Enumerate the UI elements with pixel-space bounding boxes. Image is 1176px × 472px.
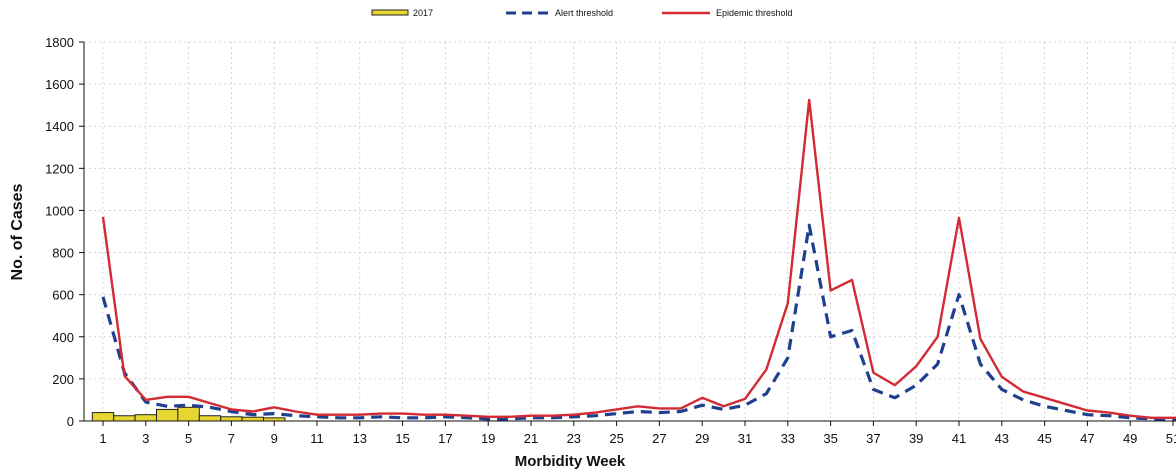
legend-item-2017: 2017 [371,8,433,18]
x-tick-label: 39 [909,431,923,446]
x-tick-label: 1 [99,431,106,446]
x-ticks: 1 3 5 7 9 11 13 15 17 19 21 23 25 27 29 31 33 35 37 39 41 43 4… [99,421,1176,446]
x-tick-label: 31 [738,431,752,446]
x-tick-label: 23 [567,431,581,446]
legend-item-epidemic: Epidemic threshold [662,8,793,18]
threshold-lines [101,98,1176,421]
y-ticks: 0 200 400 600 800 1000 1200 1400 1600 1800 [45,35,84,429]
x-axis-title: Morbidity Week [515,453,626,470]
bar-2017-week-2 [113,415,136,422]
x-tick-label: 9 [271,431,278,446]
x-tick-label: 43 [995,431,1009,446]
y-tick-label: 1400 [45,119,74,134]
x-tick-label: 35 [823,431,837,446]
y-tick-label: 600 [52,288,74,303]
x-tick-label: 41 [952,431,966,446]
x-tick-label: 11 [310,431,324,446]
legend-label-alert: Alert threshold [555,8,613,18]
legend-item-alert: Alert threshold [506,8,613,18]
y-tick-label: 1200 [45,161,74,176]
x-tick-label: 47 [1080,431,1094,446]
x-tick-label: 29 [695,431,709,446]
epidemic-threshold-line [101,98,1176,419]
x-tick-label: 21 [524,431,538,446]
bar-2017-week-4 [156,408,179,422]
legend-swatch-2017 [371,9,409,16]
x-tick-label: 45 [1037,431,1051,446]
x-tick-label: 37 [866,431,880,446]
y-tick-label: 200 [52,372,74,387]
x-tick-label: 7 [228,431,235,446]
bar-2017-week-1 [91,412,115,422]
y-tick-label: 1000 [45,203,74,218]
bar-2017-week-5 [177,406,200,422]
x-tick-label: 27 [652,431,666,446]
y-tick-label: 400 [52,330,74,345]
x-tick-label: 5 [185,431,192,446]
bar-2017-week-6 [198,415,222,422]
legend-label-2017: 2017 [413,8,433,18]
x-tick-label: 3 [142,431,149,446]
bar-2017-week-7 [220,416,243,422]
y-axis-title: No. of Cases [9,183,26,280]
alert-threshold-line [101,223,1176,421]
bar-2017-week-3 [134,414,158,422]
y-tick-label: 1800 [45,35,74,50]
y-tick-label: 0 [67,414,74,429]
x-tick-label: 33 [781,431,795,446]
x-tick-label: 17 [438,431,452,446]
x-tick-label: 51 [1166,431,1176,446]
x-tick-label: 25 [609,431,623,446]
x-tick-label: 15 [395,431,409,446]
grid [84,41,1176,421]
x-tick-label: 19 [481,431,495,446]
legend-label-epidemic: Epidemic threshold [716,8,793,18]
y-tick-label: 1600 [45,77,74,92]
bar-2017-week-8 [241,416,265,422]
legend: 2017 Alert threshold Epidemic threshold [371,8,793,18]
x-tick-label: 13 [353,431,367,446]
x-tick-label: 49 [1123,431,1137,446]
y-tick-label: 800 [52,246,74,261]
